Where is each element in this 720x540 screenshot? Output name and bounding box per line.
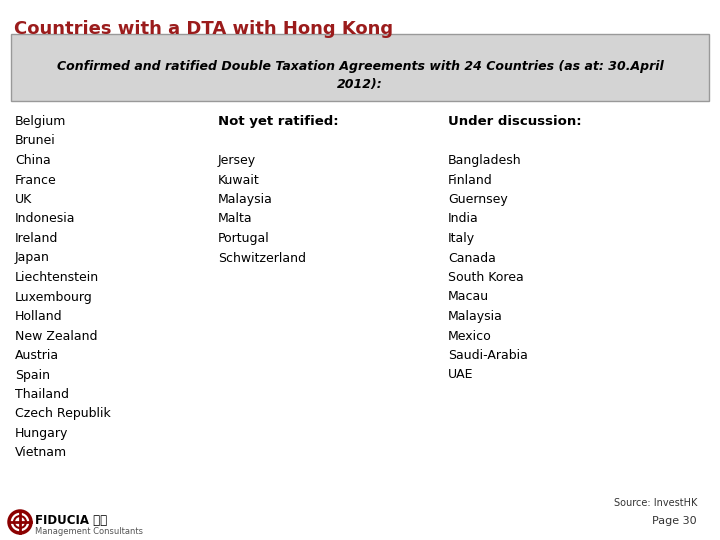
Text: Brunei: Brunei (15, 134, 55, 147)
Text: Confirmed and ratified Double Taxation Agreements with 24 Countries (as at: 30.A: Confirmed and ratified Double Taxation A… (57, 60, 663, 73)
Text: Bangladesh: Bangladesh (448, 154, 521, 167)
Text: FIDUCIA 応信: FIDUCIA 応信 (35, 514, 107, 527)
Text: Kuwait: Kuwait (218, 173, 260, 186)
Text: Italy: Italy (448, 232, 475, 245)
Text: Indonesia: Indonesia (15, 213, 76, 226)
Text: Portugal: Portugal (218, 232, 270, 245)
Text: Saudi-Arabia: Saudi-Arabia (448, 349, 528, 362)
Text: Finland: Finland (448, 173, 492, 186)
Text: Liechtenstein: Liechtenstein (15, 271, 99, 284)
Text: Malta: Malta (218, 213, 253, 226)
Text: Ireland: Ireland (15, 232, 58, 245)
Text: China: China (15, 154, 50, 167)
Text: South Korea: South Korea (448, 271, 523, 284)
Text: Management Consultants: Management Consultants (35, 527, 143, 536)
Text: Belgium: Belgium (15, 115, 66, 128)
Text: Jersey: Jersey (218, 154, 256, 167)
Text: Hungary: Hungary (15, 427, 68, 440)
Text: Macau: Macau (448, 291, 489, 303)
Text: Guernsey: Guernsey (448, 193, 508, 206)
FancyBboxPatch shape (11, 34, 709, 101)
Text: Luxembourg: Luxembourg (15, 291, 93, 303)
Text: Mexico: Mexico (448, 329, 492, 342)
Text: Malaysia: Malaysia (218, 193, 273, 206)
Text: Vietnam: Vietnam (15, 447, 67, 460)
Text: Source: InvestHK: Source: InvestHK (613, 498, 697, 508)
Text: Thailand: Thailand (15, 388, 69, 401)
Text: Austria: Austria (15, 349, 59, 362)
Text: Countries with a DTA with Hong Kong: Countries with a DTA with Hong Kong (14, 20, 393, 38)
Text: Czech Republik: Czech Republik (15, 408, 111, 421)
Text: India: India (448, 213, 479, 226)
Text: UAE: UAE (448, 368, 474, 381)
Text: Spain: Spain (15, 368, 50, 381)
Text: Not yet ratified:: Not yet ratified: (218, 115, 338, 128)
Text: Holland: Holland (15, 310, 63, 323)
Text: New Zealand: New Zealand (15, 329, 97, 342)
Text: 2012):: 2012): (337, 78, 383, 91)
Text: Under discussion:: Under discussion: (448, 115, 582, 128)
Text: Malaysia: Malaysia (448, 310, 503, 323)
Text: Page 30: Page 30 (652, 516, 697, 526)
Text: Japan: Japan (15, 252, 50, 265)
Text: France: France (15, 173, 57, 186)
Text: UK: UK (15, 193, 32, 206)
Text: Canada: Canada (448, 252, 496, 265)
Text: Schwitzerland: Schwitzerland (218, 252, 306, 265)
